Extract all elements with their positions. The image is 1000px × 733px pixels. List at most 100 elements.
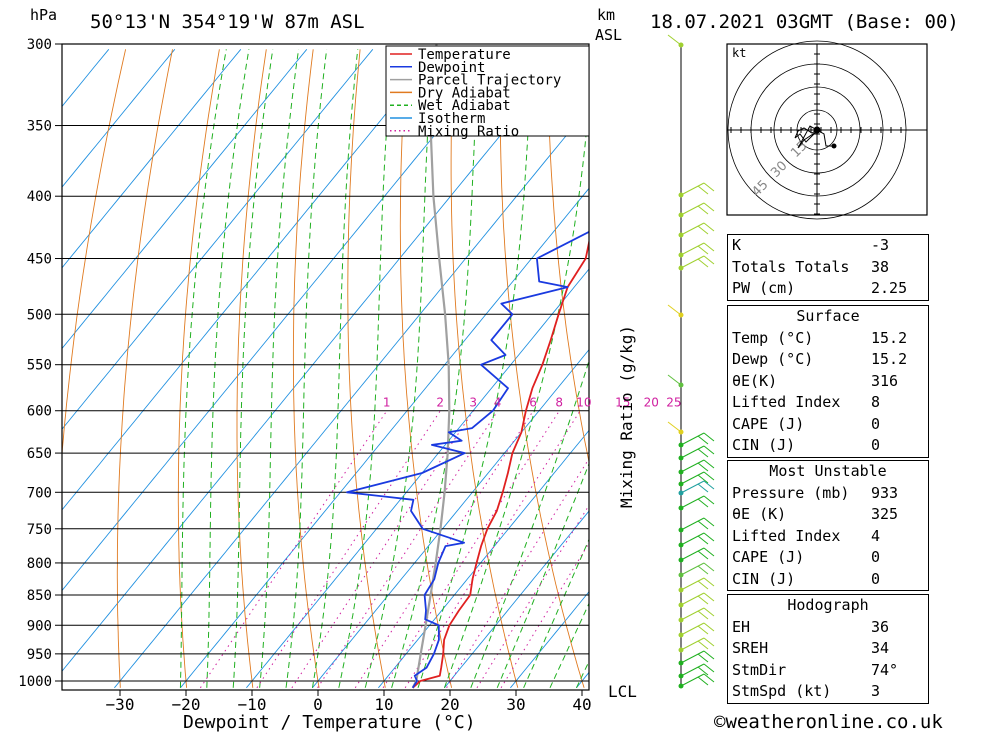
y-axis-title: Mixing Ratio (g/kg) bbox=[617, 325, 636, 508]
isotherm-line bbox=[62, 49, 242, 269]
mixing-ratio-label: 3 bbox=[469, 396, 477, 410]
mixing-ratio-label: 8 bbox=[555, 396, 563, 410]
isobars: 300 350 400 450 500 550 600 650 700 750 800 850 900 9… bbox=[18, 37, 589, 690]
mu-row: Lifted Index 4 bbox=[728, 526, 928, 548]
row-label: SREH bbox=[732, 639, 769, 657]
isotherm-line bbox=[62, 49, 506, 592]
index-value: -3 bbox=[871, 236, 890, 254]
dry-adiabat-line bbox=[499, 49, 585, 688]
wind-barb bbox=[680, 607, 715, 621]
isotherm-line bbox=[312, 348, 589, 689]
dry-adiabat-line bbox=[399, 49, 453, 688]
legend-label: Dry Adiabat bbox=[418, 85, 511, 101]
isotherm-line bbox=[444, 510, 589, 689]
pressure-tick-label: 350 bbox=[27, 119, 52, 135]
mu-row: Pressure (mb) 933 bbox=[728, 483, 928, 505]
row-value: 0 bbox=[871, 414, 881, 433]
surface-row: θE(K) 316 bbox=[728, 371, 928, 393]
most-unstable-panel: Most Unstable Pressure (mb) 933 θE (K) 325… bbox=[727, 460, 929, 591]
wind-barb bbox=[680, 673, 715, 687]
index-row-k: K -3 bbox=[728, 235, 928, 257]
hodo-unit-label: kt bbox=[732, 46, 746, 60]
row-label: CIN (J) bbox=[732, 436, 796, 454]
legend-label: Wet Adiabat bbox=[418, 98, 511, 114]
row-label: EH bbox=[732, 617, 751, 636]
wind-barbs bbox=[667, 34, 715, 689]
mu-row: CIN (J) 0 bbox=[728, 569, 928, 591]
index-label: PW (cm) bbox=[732, 279, 796, 297]
parcel-trajectory-profile bbox=[411, 44, 451, 689]
dry-adiabat-line bbox=[236, 49, 267, 688]
row-value: 316 bbox=[871, 371, 899, 390]
wet-adiabat-line bbox=[179, 49, 227, 688]
wind-barb bbox=[680, 562, 715, 576]
dry-adiabat-line bbox=[116, 49, 173, 688]
hodograph: kt 45 30 15 bbox=[726, 40, 928, 220]
pressure-tick-label: 950 bbox=[27, 647, 52, 663]
hodo-storm-motion bbox=[831, 143, 837, 149]
wind-barb bbox=[667, 374, 682, 386]
indices-panel: K -3 Totals Totals 38 PW (cm) 2.25 bbox=[727, 234, 929, 301]
wind-barb bbox=[680, 495, 715, 509]
hodograph-stats-panel: Hodograph EH 36 SREH 34 StmDir 74° StmSpd (… bbox=[727, 594, 929, 704]
row-label: Lifted Index bbox=[732, 393, 841, 411]
isotherm-line bbox=[510, 590, 589, 689]
dry-adiabat-line bbox=[595, 49, 717, 688]
legend-label: Dewpoint bbox=[418, 60, 485, 76]
wind-barb bbox=[680, 532, 715, 546]
wet-adiabat-line bbox=[259, 49, 300, 688]
temperature-profile bbox=[412, 238, 589, 689]
surface-row: Lifted Index 8 bbox=[728, 392, 928, 414]
isotherm-line bbox=[114, 106, 589, 689]
wind-barb bbox=[680, 622, 715, 636]
axis-labels: 1 2 3 4 6 8 10 15 20 25 −30 −20 −10 0 10 20 30 40 bbox=[106, 396, 682, 714]
wind-barb bbox=[680, 255, 715, 269]
pressure-tick-label: 600 bbox=[27, 404, 52, 420]
isotherm-line bbox=[62, 49, 308, 350]
pressure-tick-label: 400 bbox=[27, 189, 52, 205]
row-label: CIN (J) bbox=[732, 569, 796, 588]
row-value: 933 bbox=[871, 483, 899, 502]
wind-barb bbox=[680, 577, 715, 591]
isotherm-line bbox=[246, 268, 589, 689]
copyright: ©weatheronline.co.uk bbox=[714, 711, 943, 733]
mixing-ratio-line bbox=[476, 504, 589, 689]
index-label: K bbox=[732, 236, 742, 254]
wind-barb bbox=[680, 202, 715, 216]
row-value: 4 bbox=[871, 526, 881, 545]
legend-label: Parcel Trajectory bbox=[418, 73, 561, 89]
wind-barb bbox=[680, 222, 715, 236]
row-label: Dewp (°C) bbox=[732, 350, 814, 368]
wet-adiabat-line bbox=[470, 359, 589, 688]
wind-barb bbox=[680, 432, 715, 446]
row-value: 0 bbox=[871, 548, 881, 566]
km-label: km bbox=[597, 6, 615, 24]
row-value: 325 bbox=[871, 505, 899, 523]
row-label: CAPE (J) bbox=[732, 414, 805, 433]
dry-adiabat-line bbox=[970, 49, 1000, 688]
row-label: Lifted Index bbox=[732, 526, 841, 545]
mixing-ratio-label: 6 bbox=[529, 396, 537, 410]
legend-label: Temperature bbox=[418, 47, 511, 63]
legend-label: Isotherm bbox=[418, 111, 485, 127]
pressure-tick-label: 650 bbox=[27, 446, 52, 462]
legend-label: Mixing Ratio bbox=[418, 124, 519, 140]
row-value: 3 bbox=[871, 682, 881, 700]
row-value: 15.2 bbox=[871, 350, 908, 368]
row-value: 15.2 bbox=[871, 328, 908, 347]
temp-tick-label: 30 bbox=[506, 695, 525, 714]
pressure-tick-label: 900 bbox=[27, 618, 52, 634]
row-value: 74° bbox=[871, 660, 899, 679]
isotherm-line bbox=[62, 49, 110, 108]
dry-adiabat-line bbox=[62, 49, 127, 460]
surface-panel: Surface Temp (°C) 15.2 Dewp (°C) 15.2 θE(K… bbox=[727, 305, 929, 458]
hodo-trace bbox=[794, 125, 833, 149]
wind-barb bbox=[667, 34, 682, 46]
wet-adiabat-line bbox=[206, 49, 250, 688]
hodo-row: EH 36 bbox=[728, 617, 928, 639]
dry-adiabat-line bbox=[450, 49, 519, 688]
index-value: 38 bbox=[871, 257, 890, 276]
row-label: θE(K) bbox=[732, 371, 778, 390]
